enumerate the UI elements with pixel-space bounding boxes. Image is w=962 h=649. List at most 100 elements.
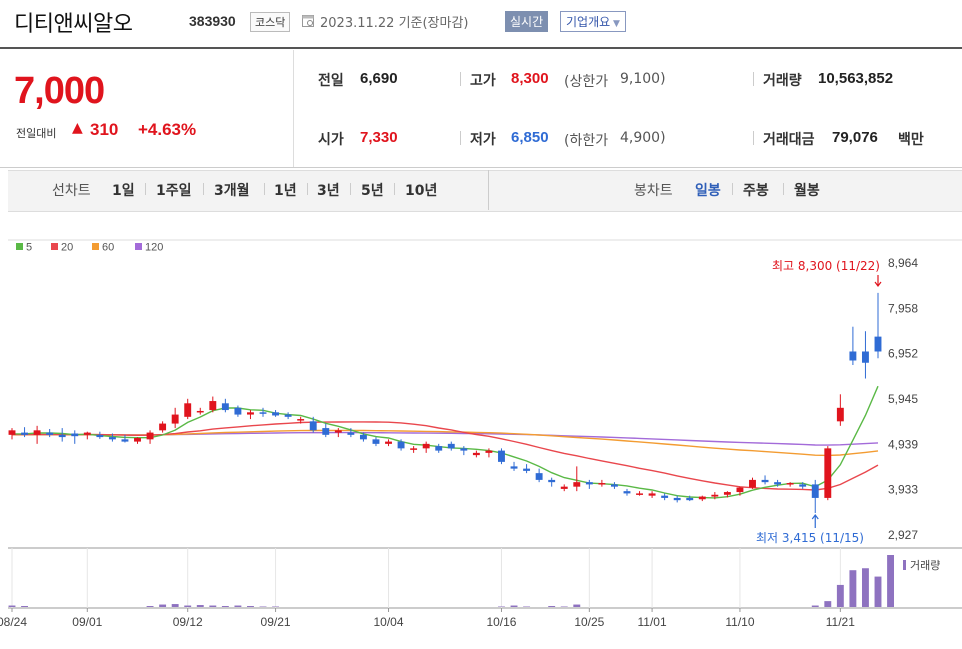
low-value: 6,850 [511, 129, 549, 146]
period-1y[interactable]: 1년 [274, 183, 297, 199]
candle [297, 416, 305, 424]
candle-body [610, 484, 618, 487]
period-3m[interactable]: 3개월 [214, 183, 250, 199]
candle [510, 461, 518, 471]
volume-bar [8, 605, 16, 607]
candle-daily[interactable]: 일봉 [695, 183, 721, 199]
calendar-icon [302, 15, 314, 27]
legend-label: 20 [61, 242, 73, 254]
candle-body [460, 448, 468, 451]
candle-body [761, 479, 769, 483]
candle [485, 448, 493, 458]
candle [146, 430, 154, 444]
volume-bar [849, 570, 857, 607]
candle-body [736, 487, 744, 493]
candle-body [259, 412, 267, 414]
x-tick-label: 10/16 [486, 615, 516, 629]
candle [598, 479, 606, 487]
candle [774, 479, 782, 487]
up-arrow-icon: ▲ [72, 120, 83, 136]
candle [460, 446, 468, 456]
candle [410, 446, 418, 453]
candle [673, 495, 681, 503]
realtime-button[interactable]: 실시간 [505, 11, 549, 32]
volume-bar [196, 605, 204, 607]
period-1d[interactable]: 1일 [112, 183, 135, 199]
ma20-line [12, 421, 879, 491]
change-percent: +4.63% [138, 120, 197, 139]
candle [623, 488, 631, 496]
candle [761, 475, 769, 485]
candle [8, 428, 16, 440]
candle [786, 482, 794, 487]
company-info-dropdown[interactable]: 기업개요 ▼ [560, 11, 626, 32]
candle [159, 421, 167, 433]
candle [372, 437, 380, 447]
candle [535, 468, 543, 483]
period-3y[interactable]: 3년 [317, 183, 340, 199]
candle [749, 477, 756, 489]
candle [811, 479, 819, 514]
current-price: 7,000 [14, 70, 105, 112]
candle [636, 491, 643, 496]
candle [284, 412, 292, 420]
candle [698, 495, 706, 502]
candle [83, 431, 91, 440]
candle-monthly[interactable]: 월봉 [794, 183, 820, 199]
candle [686, 495, 694, 502]
base-date: 2023.11.22 기준(장마감) [320, 16, 469, 31]
chevron-down-icon: ▼ [610, 19, 620, 29]
candle-body [171, 414, 179, 424]
candle [196, 407, 204, 415]
candle-body [698, 496, 706, 500]
candle-body [811, 484, 819, 498]
period-separator [783, 183, 784, 195]
candle-body [134, 437, 141, 442]
low-label: 저가 [470, 132, 496, 148]
candle [171, 407, 179, 429]
y-tick-label: 7,958 [888, 301, 918, 315]
candle [824, 446, 832, 501]
y-tick-label: 8,964 [888, 256, 918, 270]
candle [548, 477, 556, 487]
period-1w[interactable]: 1주일 [156, 183, 192, 199]
candle [259, 407, 267, 417]
volume-bar [510, 605, 518, 607]
high-value: 8,300 [511, 70, 549, 87]
legend-label: 5 [26, 242, 32, 254]
summary-bottom-divider [0, 167, 962, 168]
candle-body [385, 441, 392, 444]
candle-body [749, 479, 756, 488]
candle-body [598, 483, 606, 485]
volume-label: 거래량 [763, 73, 802, 89]
period-10y[interactable]: 10년 [405, 183, 438, 199]
candle-body [799, 484, 807, 487]
candle [272, 410, 280, 417]
prev-close-label: 전일 [318, 73, 344, 89]
candle [610, 482, 618, 489]
legend-swatch [135, 243, 142, 250]
candle [849, 326, 857, 366]
candle-weekly[interactable]: 주봉 [743, 183, 769, 199]
volume-bar [184, 605, 192, 607]
candle-body [121, 439, 129, 442]
period-toolbar [8, 170, 962, 212]
high-annotation: 최고 8,300 (11/22) [772, 259, 880, 273]
candle [736, 486, 744, 496]
period-separator [307, 183, 308, 195]
trade-amount-value: 79,076 [832, 129, 878, 146]
candle-body [221, 403, 229, 411]
candle-body [146, 432, 154, 440]
candle [184, 398, 192, 420]
candle-body [422, 443, 430, 449]
candle [58, 428, 66, 442]
candle [334, 428, 342, 438]
price-chart: 5 20 60 120 8,964 7,958 6,952 5,945 4,939 3,933 2,… [0, 239, 962, 629]
period-5y[interactable]: 5년 [361, 183, 384, 199]
x-tick-label: 10/25 [574, 615, 604, 629]
candle-body [447, 443, 455, 449]
candle-body [836, 407, 844, 422]
candle [209, 396, 217, 413]
candle-body [309, 421, 317, 431]
candle-body [372, 439, 380, 444]
